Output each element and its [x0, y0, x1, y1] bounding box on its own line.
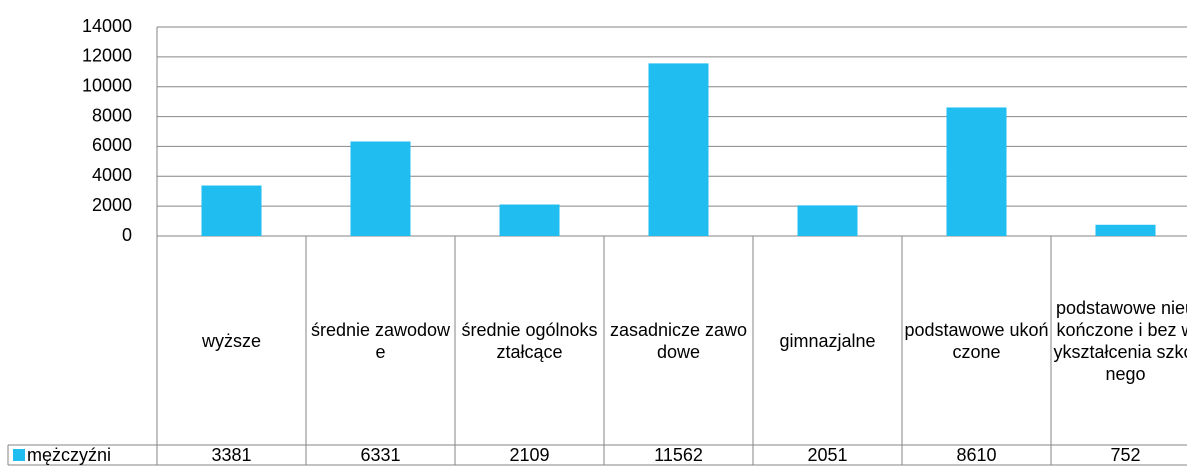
table-value: 2051	[807, 445, 848, 465]
y-tick-label: 12000	[82, 46, 132, 66]
y-tick-label: 14000	[82, 16, 132, 36]
y-tick-label: 2000	[92, 195, 132, 215]
category-label: podstawowe ukończone	[904, 319, 1049, 362]
bar	[1095, 224, 1156, 236]
category-label: zasadnicze zawodowe	[609, 319, 748, 362]
legend-swatch	[13, 449, 25, 461]
bar	[648, 63, 709, 236]
bar	[499, 204, 560, 236]
bar	[350, 141, 411, 236]
table-value: 6331	[360, 445, 401, 465]
bar	[797, 205, 858, 236]
bar	[946, 107, 1007, 236]
bar	[201, 185, 262, 236]
table-value: 11562	[654, 445, 703, 465]
y-tick-label: 4000	[92, 165, 132, 185]
table-value: 752	[1110, 445, 1141, 465]
category-label: podstawowe nieukończone i bez wykształce…	[1053, 297, 1187, 384]
y-tick-label: 8000	[92, 105, 132, 125]
y-tick-label: 6000	[92, 135, 132, 155]
y-tick-label: 0	[122, 225, 132, 245]
table-value: 8610	[956, 445, 997, 465]
table-value: 3381	[211, 445, 252, 465]
y-tick-label: 10000	[82, 75, 132, 95]
category-label: średnie zawodowe	[310, 319, 451, 362]
legend-label: mężczyźni	[27, 445, 112, 465]
category-label: wyższe	[201, 330, 261, 351]
table-value: 2109	[509, 445, 550, 465]
category-label: gimnazjalne	[779, 330, 876, 351]
category-label: średnie ogólnokształcące	[461, 319, 598, 362]
